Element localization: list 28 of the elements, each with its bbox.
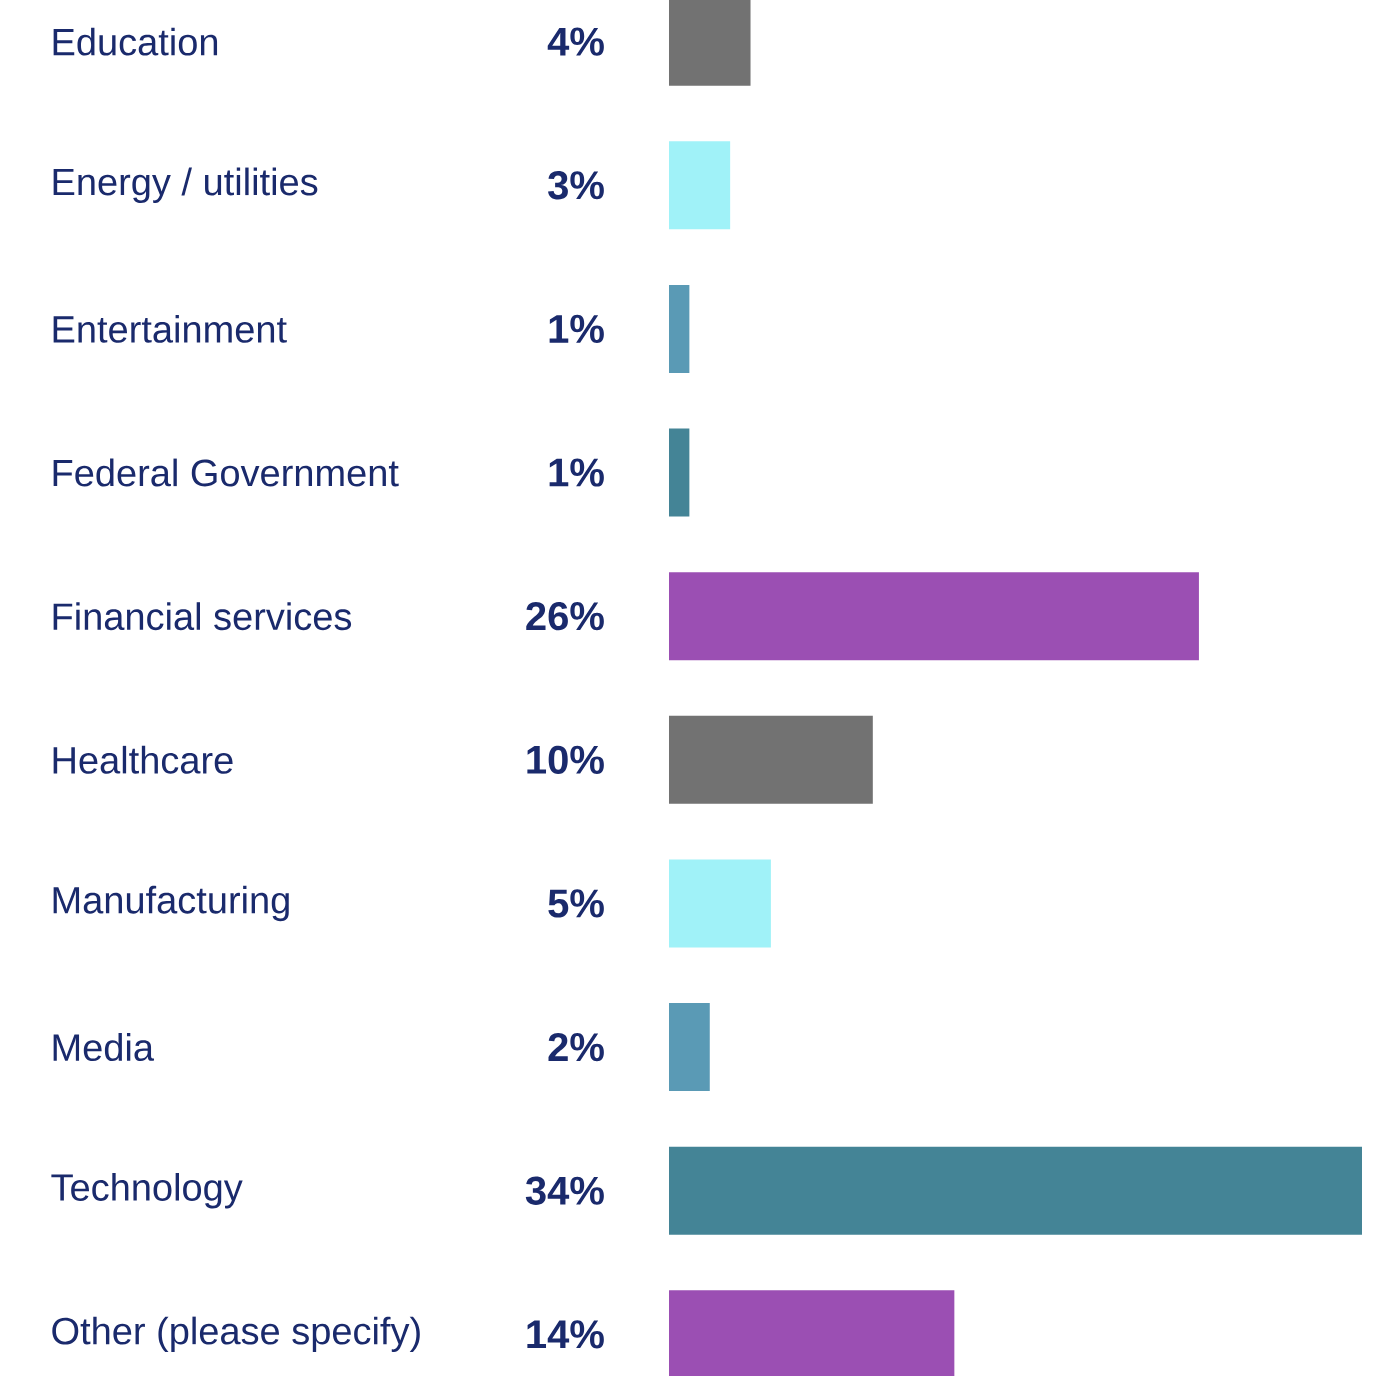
bar (669, 572, 1199, 661)
data-label: 1% (549, 314, 604, 343)
bar (669, 284, 690, 373)
bar (669, 859, 771, 948)
y-tick-label: Financial services (53, 602, 352, 631)
data-label: 10% (527, 745, 604, 774)
data-label: 3% (548, 171, 604, 200)
data-label: 1% (549, 458, 604, 487)
bar (669, 141, 731, 230)
bar (669, 1146, 1362, 1235)
bar (669, 715, 873, 804)
y-tick-label: Education (53, 27, 218, 56)
y-tick-label: Media (53, 1033, 155, 1062)
data-label: 34% (525, 1176, 604, 1205)
y-tick-label: Energy / utilities (53, 167, 318, 203)
y-tick-label: Manufacturing (53, 885, 289, 922)
y-tick-label: Healthcare (53, 745, 233, 774)
y-tick-label: Other (please specify) (52, 1316, 420, 1353)
bar (669, 1003, 710, 1092)
data-label: 2% (548, 1032, 604, 1062)
data-label: 5% (548, 889, 604, 918)
data-label: 26% (526, 602, 604, 631)
y-tick-label: Technology (51, 1173, 243, 1209)
bar (669, 428, 690, 517)
y-tick-label: Federal Government (53, 458, 399, 487)
data-label: 14% (527, 1320, 604, 1349)
y-tick-label: Entertainment (53, 314, 287, 343)
data-label: 4% (547, 27, 604, 56)
